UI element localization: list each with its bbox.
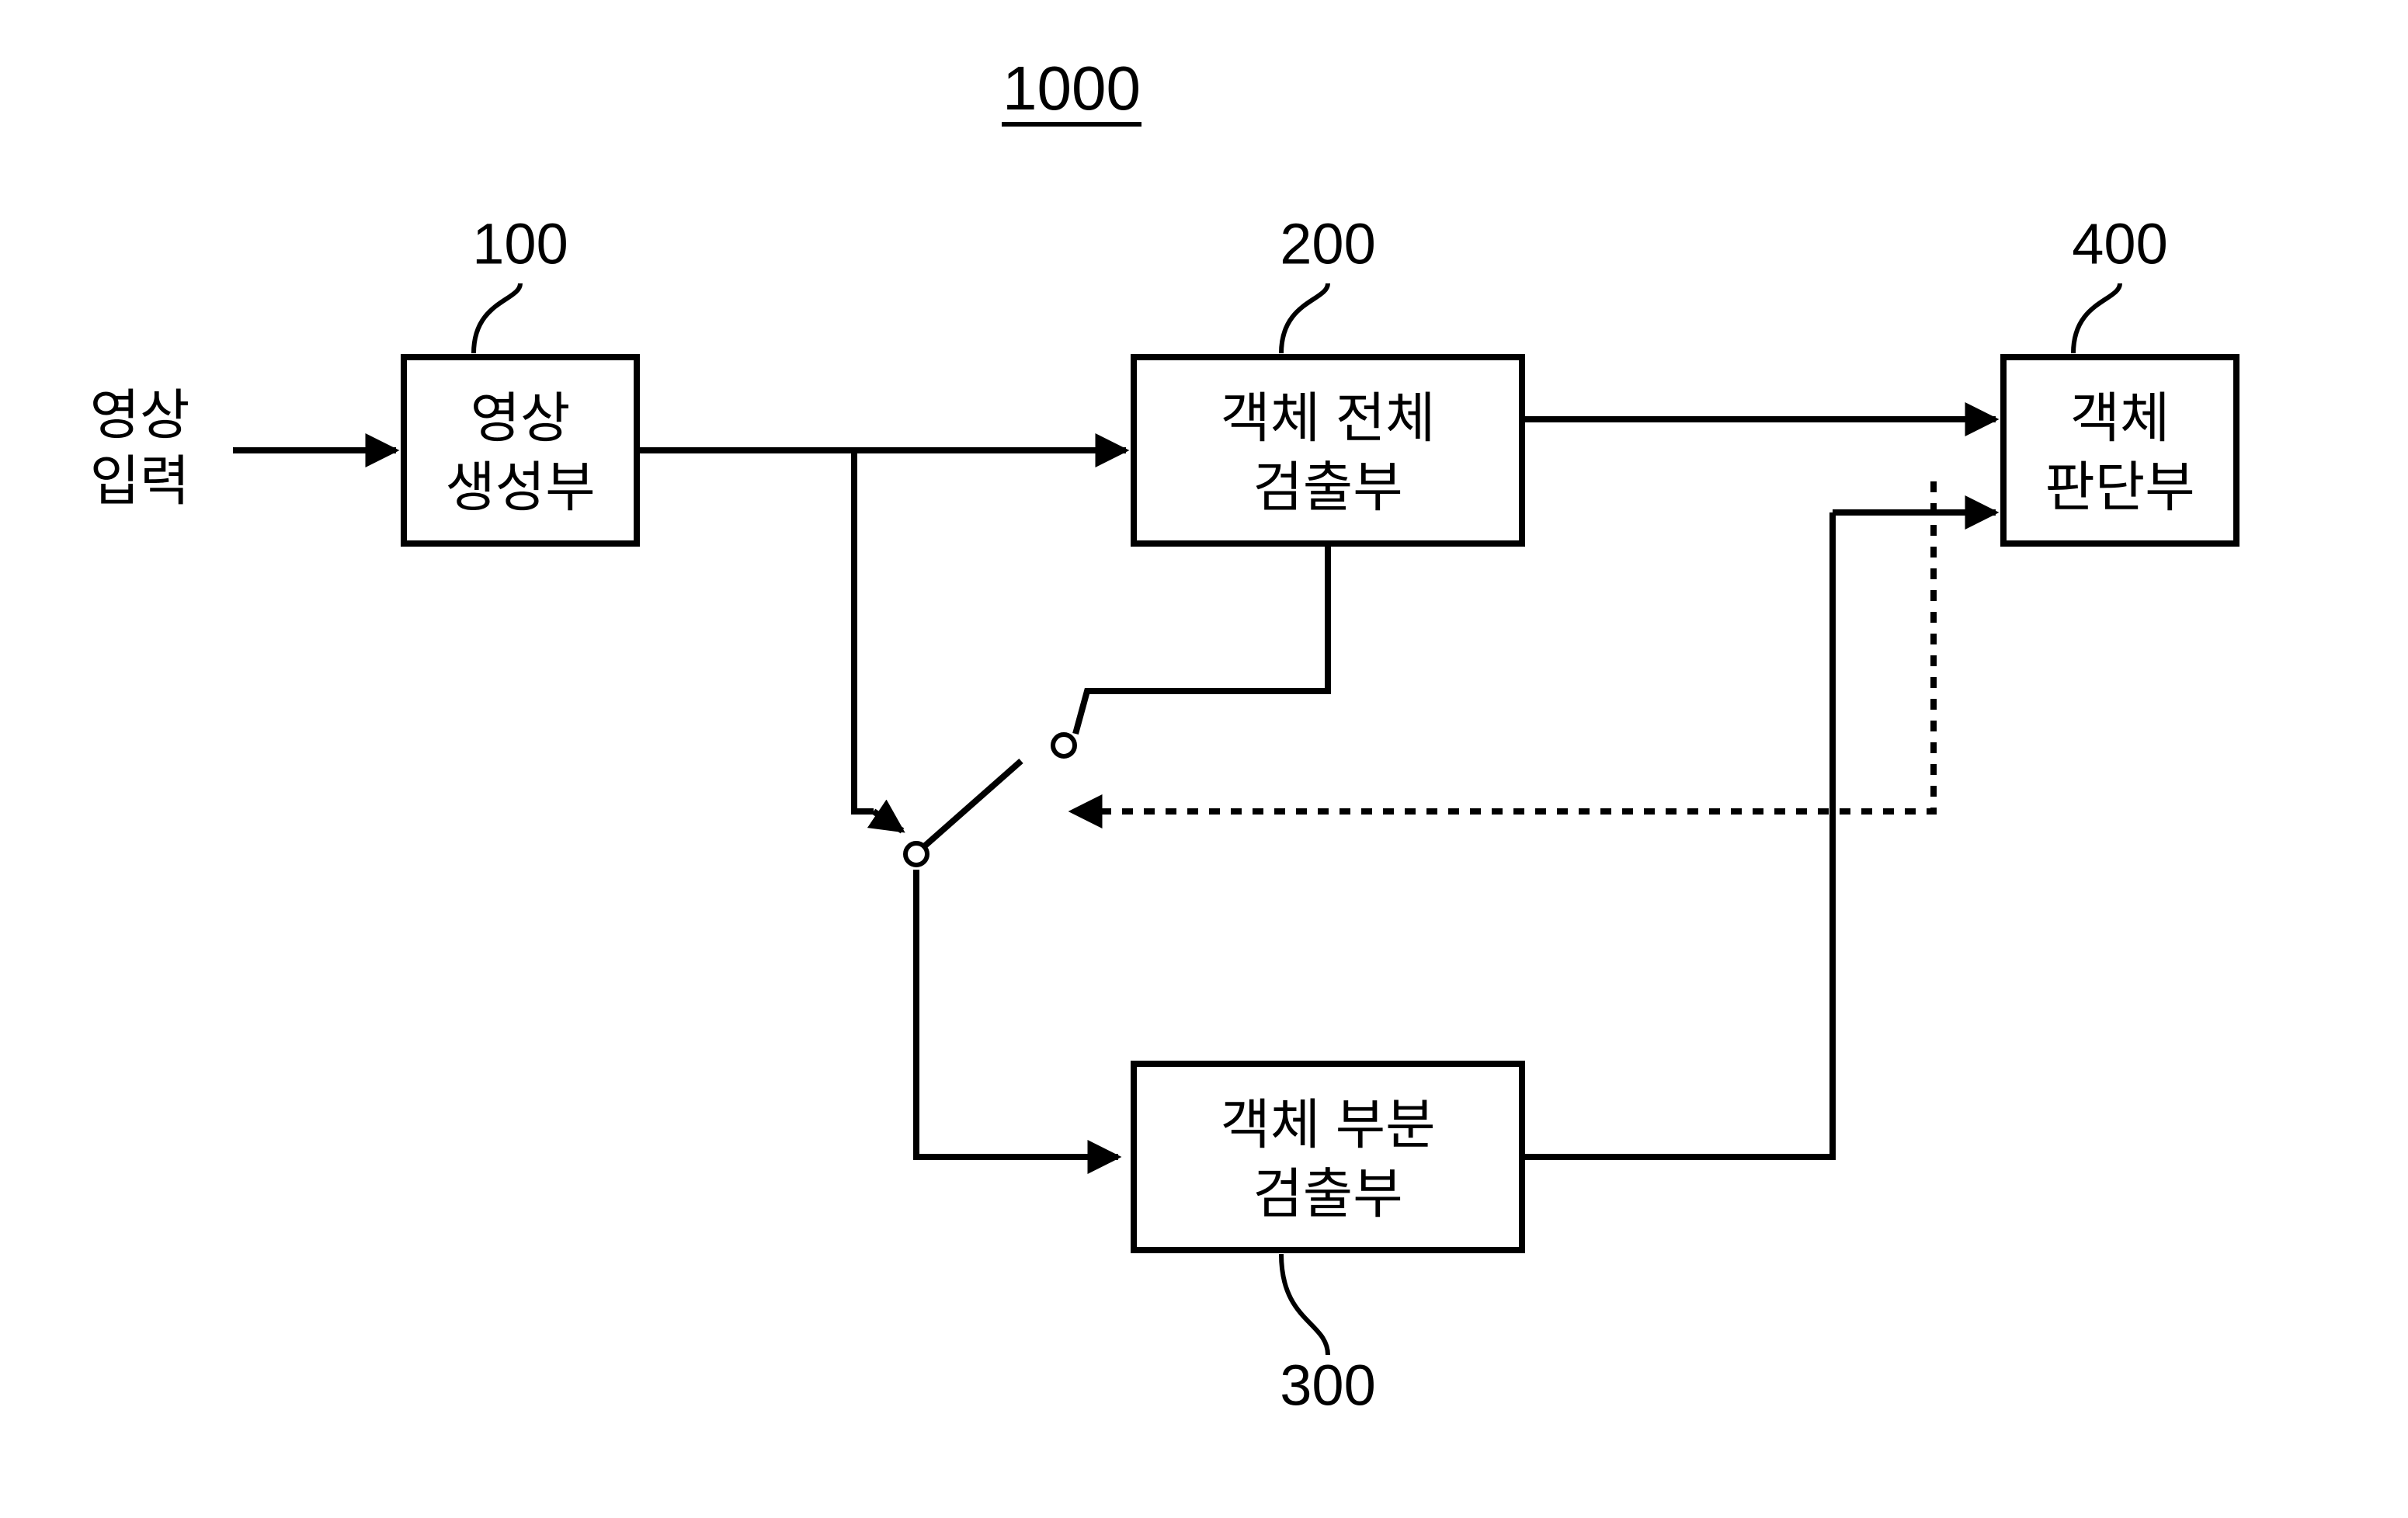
diagram-title: 1000	[1002, 54, 1141, 123]
block-b400-line2: 판단부	[2045, 457, 2194, 517]
ref-b200: 200	[1280, 212, 1375, 276]
wire-300-up	[1522, 512, 1833, 1157]
input-label-line2: 입력	[90, 450, 190, 511]
switch-pivot-node	[905, 843, 927, 865]
block-b100-line1: 영상	[471, 387, 571, 448]
wire-tap-down	[854, 450, 874, 811]
leader-b400	[2073, 283, 2120, 353]
block-b400-line1: 객체	[2070, 387, 2170, 448]
switch-upper-contact	[1053, 735, 1075, 756]
leader-b200	[1281, 283, 1328, 353]
input-label-line1: 영상	[90, 384, 190, 445]
ref-b300: 300	[1280, 1353, 1375, 1418]
ref-b100: 100	[472, 212, 568, 276]
block-b100-line2: 생성부	[445, 457, 595, 517]
arrow-switch-to-300	[916, 870, 1118, 1157]
wire-200-to-contact	[1075, 544, 1328, 734]
ref-b400: 400	[2072, 212, 2167, 276]
arrow-into-switch	[874, 811, 902, 831]
block-b200-line2: 검출부	[1253, 457, 1402, 517]
block-b300-line2: 검출부	[1253, 1163, 1402, 1224]
switch-arm	[923, 761, 1021, 848]
leader-b100	[474, 283, 520, 353]
block-b200-line1: 객체 전체	[1220, 387, 1435, 448]
leader-b300	[1281, 1254, 1328, 1355]
block-b300-line1: 객체 부분	[1220, 1094, 1435, 1155]
